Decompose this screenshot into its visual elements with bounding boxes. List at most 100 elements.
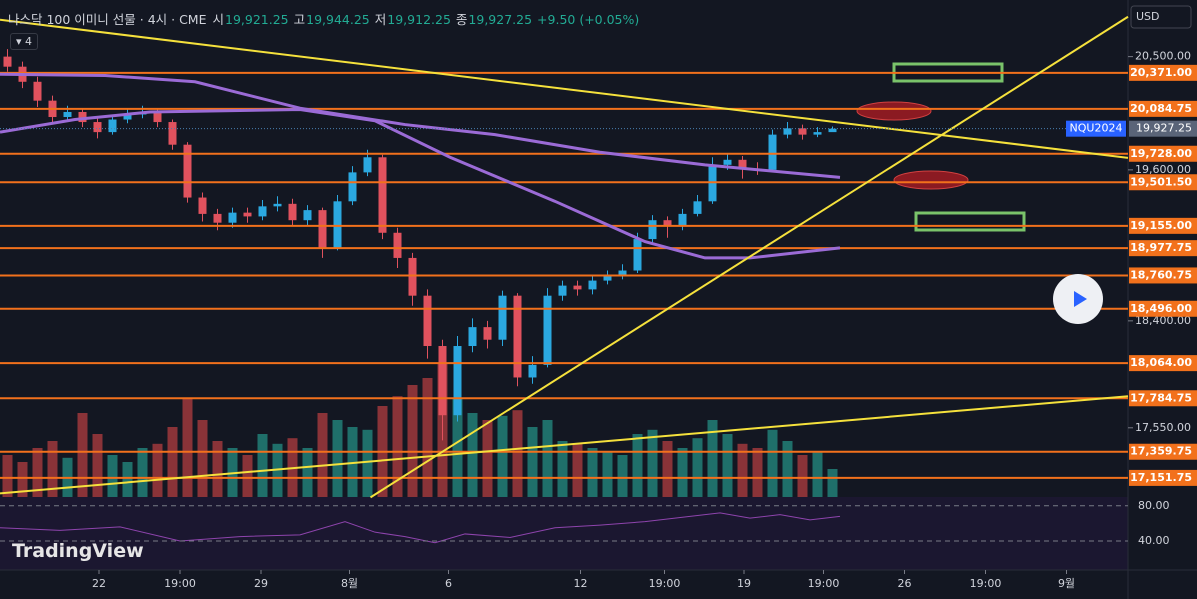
level-label-bg [1129, 174, 1197, 191]
volume-bar [722, 434, 733, 497]
volume-bar [152, 443, 163, 497]
level-label-bg [1129, 469, 1197, 486]
candle-body [393, 232, 402, 258]
candle-body [483, 327, 492, 340]
volume-bar [92, 434, 103, 497]
level-label: 19,728.00 [1130, 147, 1192, 160]
candle-body [723, 159, 732, 165]
candle-body [318, 210, 327, 248]
candle-body [528, 364, 537, 378]
volume-bar [797, 455, 808, 497]
volume-bar [317, 413, 328, 497]
volume-bar [512, 410, 523, 497]
candle-body [468, 327, 477, 347]
candle-body [93, 122, 102, 133]
level-label-bg [1129, 240, 1197, 257]
candle-body [258, 206, 267, 217]
x-tick-label: 19:00 [808, 577, 840, 590]
logo: ⁠TradingView [12, 540, 144, 562]
symbol-tag: NQU2024 [1070, 122, 1123, 135]
candle-body [78, 111, 87, 123]
line [369, 15, 1129, 499]
volume-bar [332, 420, 343, 497]
level-label: 17,359.75 [1130, 445, 1192, 458]
label: 저 [374, 12, 387, 27]
candle-body [153, 111, 162, 123]
x-tick-label: 19:00 [164, 577, 196, 590]
volume-bar [242, 455, 253, 497]
x-tick-label: 9월 [1058, 577, 1075, 590]
drawing-ellipse [893, 170, 969, 190]
volume-bar [587, 448, 598, 497]
candle-body [273, 203, 282, 207]
volume-bar [542, 420, 553, 497]
candle-body [168, 122, 177, 145]
candle-body [618, 270, 627, 276]
value: 19,944.25 [306, 12, 370, 27]
level-label-bg [1129, 390, 1197, 407]
level-label-bg [1129, 145, 1197, 162]
x-tick-label: 19 [737, 577, 751, 590]
candle-body [183, 144, 192, 198]
candle-body [63, 111, 72, 118]
rsi-tick-label: 40.00 [1138, 534, 1170, 547]
logo-text: TradingView [12, 540, 144, 562]
currency-box[interactable] [1130, 5, 1192, 29]
volume-bar [617, 455, 628, 497]
level-label: 20,084.75 [1130, 102, 1192, 115]
volume-bar [572, 443, 583, 497]
volume-bar [662, 441, 673, 497]
volume-bar [632, 434, 643, 497]
play-button[interactable] [1053, 274, 1103, 324]
last-price-bg [1129, 120, 1197, 137]
rsi-pane [0, 497, 1128, 570]
indicator-count: 4 [25, 35, 33, 48]
candle-body [738, 159, 747, 169]
candle-body [288, 203, 297, 221]
candle-body [333, 201, 342, 248]
line [0, 512, 841, 544]
volume-bar [197, 420, 208, 497]
value: 19,921.25 [225, 12, 289, 27]
level-label-bg [1129, 300, 1197, 317]
candle-body [543, 295, 552, 365]
y-tick-label: 20,500.00 [1135, 50, 1191, 63]
candle-body [648, 220, 657, 240]
x-tick-label: 29 [254, 577, 268, 590]
volume-bar [182, 399, 193, 497]
line [0, 72, 841, 179]
volume-bar [677, 448, 688, 497]
level-label: 18,760.75 [1130, 268, 1192, 281]
volume-bar [737, 443, 748, 497]
x-tick-label: 22 [92, 577, 106, 590]
level-label: 18,496.00 [1130, 302, 1192, 315]
label: 종 [455, 12, 468, 27]
level-label: 18,064.00 [1130, 356, 1192, 369]
candle-body [378, 157, 387, 233]
candle-body [768, 134, 777, 170]
candle-body [678, 213, 687, 227]
volume-bar [302, 448, 313, 497]
candle-body [798, 128, 807, 135]
indicator-toggle[interactable]: ▾ 4 [10, 33, 39, 50]
candle-body [663, 220, 672, 227]
volume-bar [497, 415, 508, 497]
level-label-bg [1129, 267, 1197, 284]
candle-body [123, 114, 132, 120]
volume-bar [647, 429, 658, 497]
volume-bar [107, 455, 118, 497]
candle-body [573, 285, 582, 290]
x-tick-label: 19:00 [649, 577, 681, 590]
tag-bg [1066, 120, 1126, 137]
level-label-bg [1129, 217, 1197, 234]
level-label: 19,501.50 [1130, 175, 1192, 188]
candle-body [513, 295, 522, 378]
candle-body [438, 346, 447, 416]
volume-bar [827, 469, 838, 497]
candle-body [588, 280, 597, 290]
candle-body [228, 212, 237, 223]
value: 19,912.25 [387, 12, 451, 27]
volume-bar [467, 413, 478, 497]
